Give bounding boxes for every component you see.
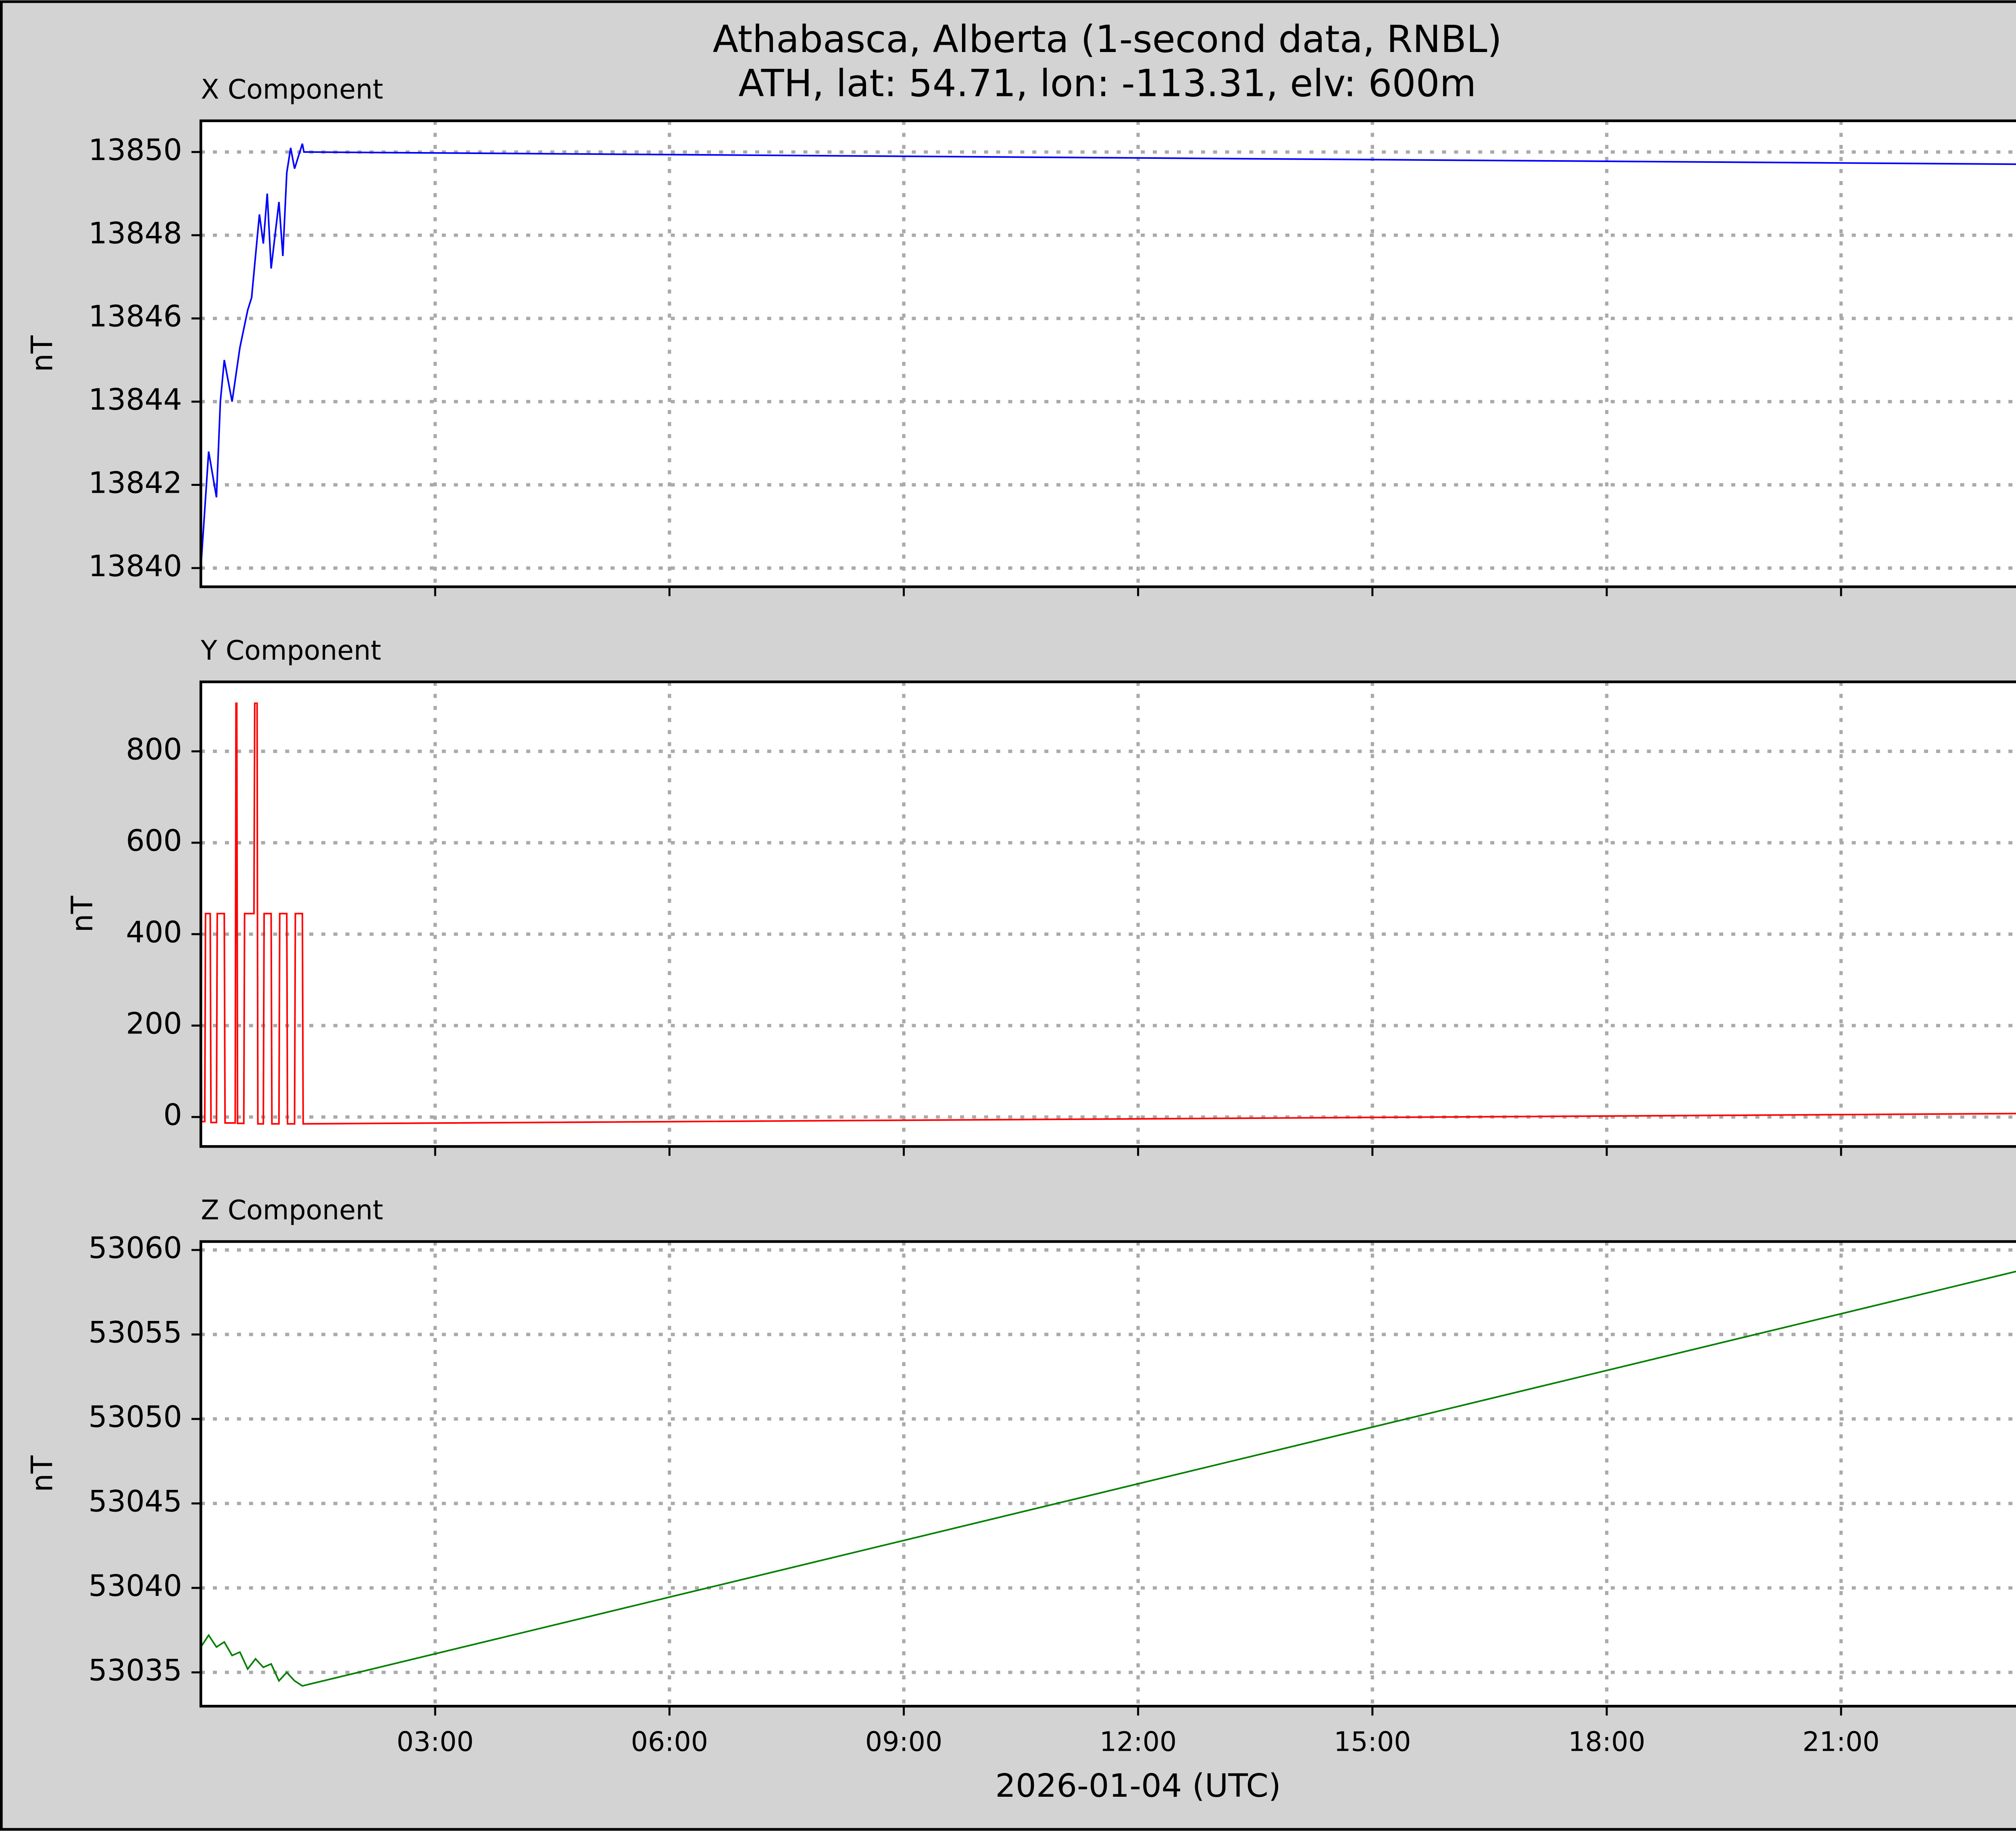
data-line — [200, 143, 2016, 568]
plot-area — [201, 682, 2016, 1147]
x-tick-label: 18:00 — [1568, 1726, 1645, 1757]
y-tick-label: 13840 — [88, 549, 182, 583]
x-tick-label: 12:00 — [1100, 1726, 1177, 1757]
y-tick-label: 53035 — [88, 1654, 182, 1688]
y-axis-label: nT — [25, 335, 60, 372]
data-line — [200, 702, 2016, 1125]
y-tick-label: 13850 — [88, 133, 182, 167]
subplot-title: X Component — [201, 74, 383, 105]
x-tick-label: 21:00 — [1802, 1726, 1879, 1757]
subplot-title: Z Component — [201, 1194, 383, 1226]
x-tick-label: 06:00 — [631, 1726, 708, 1757]
x-tick-label: 09:00 — [865, 1726, 942, 1757]
plot-area — [201, 1241, 2016, 1706]
plot-frame — [199, 1240, 2016, 1708]
y-tick-label: 600 — [126, 824, 182, 858]
plot-area — [201, 121, 2016, 587]
figure-subtitle: ATH, lat: 54.71, lon: -113.31, elv: 600m — [738, 62, 1476, 105]
y-tick-label: 13848 — [88, 216, 182, 250]
x-axis-label: 2026-01-04 (UTC) — [995, 1767, 1281, 1804]
y-tick-label: 13844 — [88, 383, 182, 417]
y-tick-label: 200 — [126, 1007, 182, 1041]
y-tick-label: 800 — [126, 732, 182, 767]
y-tick-label: 13846 — [88, 300, 182, 334]
y-tick-label: 13842 — [88, 466, 182, 500]
plot-frame — [199, 119, 2016, 588]
y-tick-label: 53055 — [88, 1316, 182, 1350]
y-tick-label: 53045 — [88, 1485, 182, 1519]
data-line — [200, 1271, 2016, 1687]
x-tick-label: 03:00 — [397, 1726, 474, 1757]
y-tick-label: 400 — [126, 915, 182, 950]
y-tick-label: 53060 — [88, 1231, 182, 1265]
y-tick-label: 53050 — [88, 1400, 182, 1434]
figure-title: Athabasca, Alberta (1-second data, RNBL) — [713, 17, 1502, 61]
y-axis-label: nT — [65, 896, 100, 932]
plot-frame — [199, 680, 2016, 1148]
y-axis-label: nT — [25, 1455, 60, 1492]
x-tick-label: 15:00 — [1334, 1726, 1411, 1757]
y-tick-label: 0 — [163, 1098, 182, 1132]
y-tick-label: 53040 — [88, 1569, 182, 1603]
subplot-title: Y Component — [200, 635, 381, 666]
